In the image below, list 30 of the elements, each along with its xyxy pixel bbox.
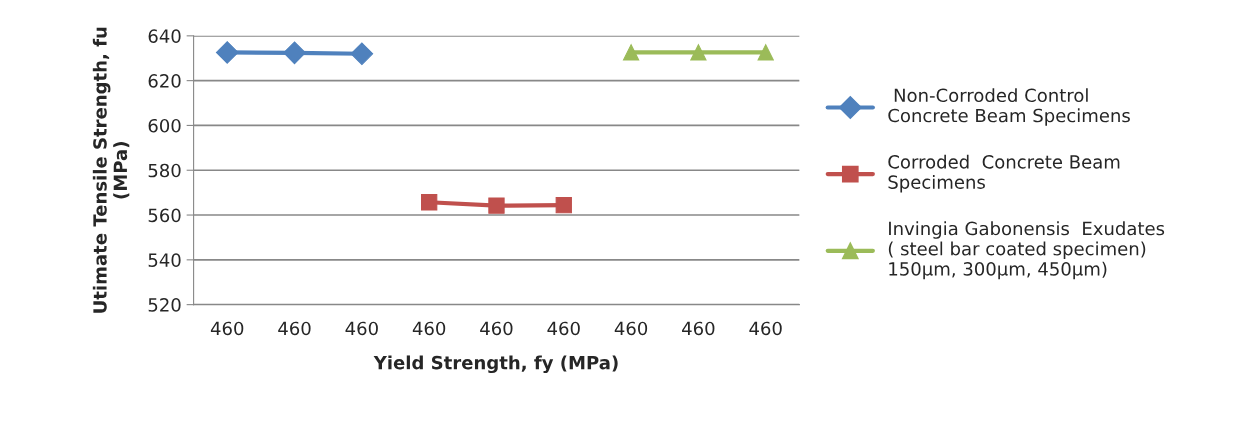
y-tick-label: 640 [148,29,181,43]
point [488,197,505,214]
y-axis-title: Utimate Tensile Strength, fu (MPa) [92,27,130,313]
x-tick-label: 460 [412,321,446,336]
x-tick-label: 460 [547,321,580,336]
x-tick-label: 460 [749,321,782,336]
x-tick-label: 460 [682,321,715,336]
x-tick-label: 460 [210,321,244,336]
x-tick-label: 460 [345,321,378,336]
y-tick-label: 620 [148,74,181,88]
legend-label: Invingia Gabonensis Exudates ( steel bar coated specimen) 150µm, 300µm, 450µm) [888,221,1165,280]
x-tick-label: 460 [480,321,513,336]
point [757,44,774,61]
y-tick-label: 540 [148,253,181,267]
point [421,194,438,211]
point [622,44,640,61]
y-tick-label: 560 [148,208,181,223]
legend-label: Non-Corroded Control Concrete Beam Specimens [888,88,1130,126]
x-tick-label: 460 [614,321,648,336]
point [215,41,239,64]
legend-label: Corroded Concrete Beam Specimens [888,154,1120,193]
x-axis-title: Yield Strength, fy (MPa) [373,355,618,374]
y-tick-label: 520 [148,298,181,312]
point [350,42,374,66]
point [690,44,707,61]
point [555,197,572,214]
x-tick-label: 460 [278,321,311,336]
y-tick-label: 580 [148,163,181,178]
point [283,41,306,65]
y-tick-label: 600 [148,118,181,133]
